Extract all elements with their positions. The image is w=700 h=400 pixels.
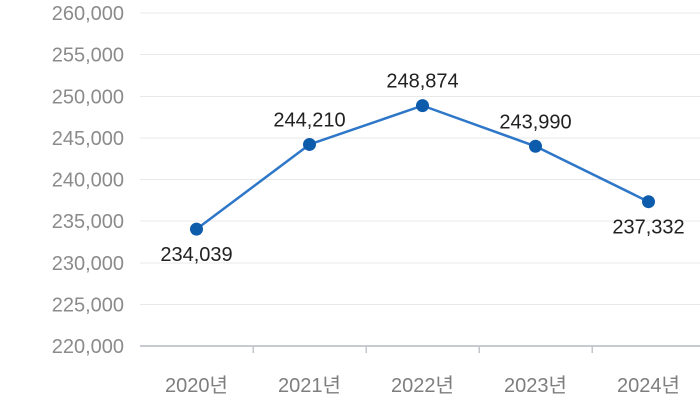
x-axis-label: 2021년 xyxy=(278,374,341,397)
y-axis-label: 235,000 xyxy=(52,211,124,233)
data-point xyxy=(642,195,655,209)
y-axis-label: 230,000 xyxy=(52,253,124,275)
data-point xyxy=(303,137,316,151)
data-point-label: 234,039 xyxy=(160,244,232,266)
y-axis-label: 250,000 xyxy=(52,86,124,108)
y-axis-label: 240,000 xyxy=(52,170,124,192)
data-point-label: 248,874 xyxy=(386,71,458,93)
x-axis-label: 2020년 xyxy=(165,374,228,397)
y-axis-label: 245,000 xyxy=(52,128,124,150)
y-axis-label: 225,000 xyxy=(52,294,124,316)
data-point-label: 243,990 xyxy=(499,111,571,133)
y-axis-label: 260,000 xyxy=(52,3,124,25)
data-point-label: 244,210 xyxy=(273,109,345,131)
x-axis-label: 2022년 xyxy=(391,374,454,397)
x-axis-label: 2023년 xyxy=(504,374,567,397)
data-point xyxy=(416,99,429,113)
data-point xyxy=(529,139,542,153)
x-axis-label: 2024년 xyxy=(617,374,680,397)
data-point-label: 237,332 xyxy=(612,217,684,239)
y-axis-label: 220,000 xyxy=(52,336,124,358)
data-point xyxy=(190,222,203,236)
y-axis-label: 255,000 xyxy=(52,45,124,67)
data-line xyxy=(195,104,650,231)
